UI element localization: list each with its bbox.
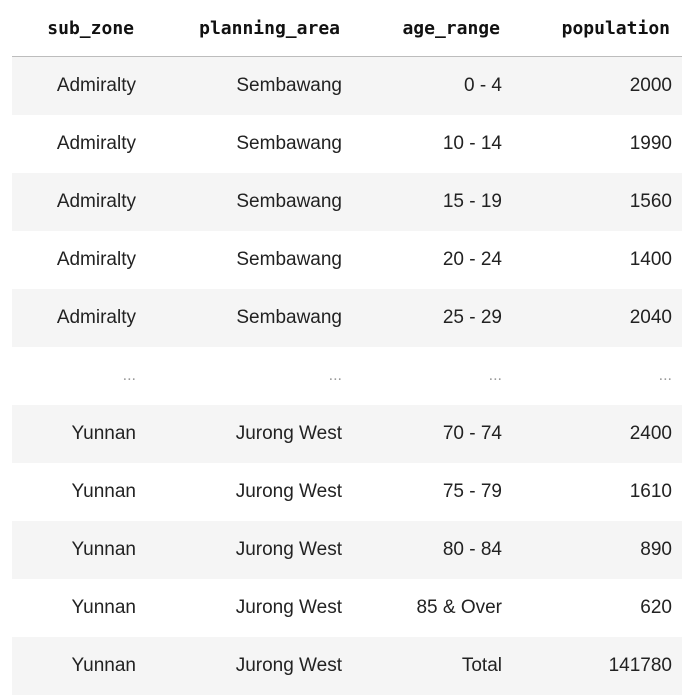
cell-age-range: 0 - 4 [352,56,512,115]
table-row: Yunnan Jurong West 85 & Over 620 [12,579,682,637]
table-row: Yunnan Jurong West 70 - 74 2400 [12,405,682,463]
cell-planning-area: Sembawang [146,173,352,231]
ellipsis-row: ... ... ... ... [12,347,682,405]
cell-ellipsis: ... [512,347,682,405]
table-row: Admiralty Sembawang 15 - 19 1560 [12,173,682,231]
table-header: sub_zone planning_area age_range populat… [12,0,682,57]
column-header-planning-area: planning_area [146,0,352,57]
dataframe-table: sub_zone planning_area age_range populat… [12,0,682,695]
cell-age-range: 75 - 79 [352,463,512,521]
column-header-sub-zone: sub_zone [12,0,146,57]
cell-sub-zone: Yunnan [12,579,146,637]
table-row: Yunnan Jurong West 80 - 84 890 [12,521,682,579]
cell-age-range: 70 - 74 [352,405,512,463]
cell-planning-area: Jurong West [146,637,352,695]
cell-planning-area: Sembawang [146,115,352,173]
cell-population: 2000 [512,56,682,115]
column-header-age-range: age_range [352,0,512,57]
cell-age-range: 80 - 84 [352,521,512,579]
cell-ellipsis: ... [12,347,146,405]
cell-population: 2040 [512,289,682,347]
cell-sub-zone: Admiralty [12,231,146,289]
cell-sub-zone: Admiralty [12,173,146,231]
cell-population: 1400 [512,231,682,289]
cell-sub-zone: Admiralty [12,115,146,173]
table-body: Admiralty Sembawang 0 - 4 2000 Admiralty… [12,56,682,695]
cell-population: 1610 [512,463,682,521]
cell-sub-zone: Admiralty [12,56,146,115]
table-row: Yunnan Jurong West Total 141780 [12,637,682,695]
table-row: Yunnan Jurong West 75 - 79 1610 [12,463,682,521]
cell-planning-area: Jurong West [146,579,352,637]
cell-sub-zone: Yunnan [12,521,146,579]
table-row: Admiralty Sembawang 0 - 4 2000 [12,56,682,115]
column-header-population: population [512,0,682,57]
cell-planning-area: Jurong West [146,521,352,579]
cell-planning-area: Jurong West [146,463,352,521]
cell-planning-area: Sembawang [146,231,352,289]
cell-age-range: 10 - 14 [352,115,512,173]
cell-age-range: 25 - 29 [352,289,512,347]
table-row: Admiralty Sembawang 20 - 24 1400 [12,231,682,289]
cell-population: 141780 [512,637,682,695]
cell-population: 620 [512,579,682,637]
cell-population: 2400 [512,405,682,463]
cell-ellipsis: ... [352,347,512,405]
table-row: Admiralty Sembawang 10 - 14 1990 [12,115,682,173]
cell-population: 890 [512,521,682,579]
cell-ellipsis: ... [146,347,352,405]
cell-age-range: Total [352,637,512,695]
cell-sub-zone: Yunnan [12,637,146,695]
cell-age-range: 85 & Over [352,579,512,637]
cell-population: 1990 [512,115,682,173]
cell-population: 1560 [512,173,682,231]
cell-age-range: 15 - 19 [352,173,512,231]
cell-sub-zone: Yunnan [12,405,146,463]
cell-planning-area: Sembawang [146,56,352,115]
cell-age-range: 20 - 24 [352,231,512,289]
cell-planning-area: Jurong West [146,405,352,463]
cell-planning-area: Sembawang [146,289,352,347]
cell-sub-zone: Admiralty [12,289,146,347]
header-row: sub_zone planning_area age_range populat… [12,0,682,57]
cell-sub-zone: Yunnan [12,463,146,521]
table-row: Admiralty Sembawang 25 - 29 2040 [12,289,682,347]
